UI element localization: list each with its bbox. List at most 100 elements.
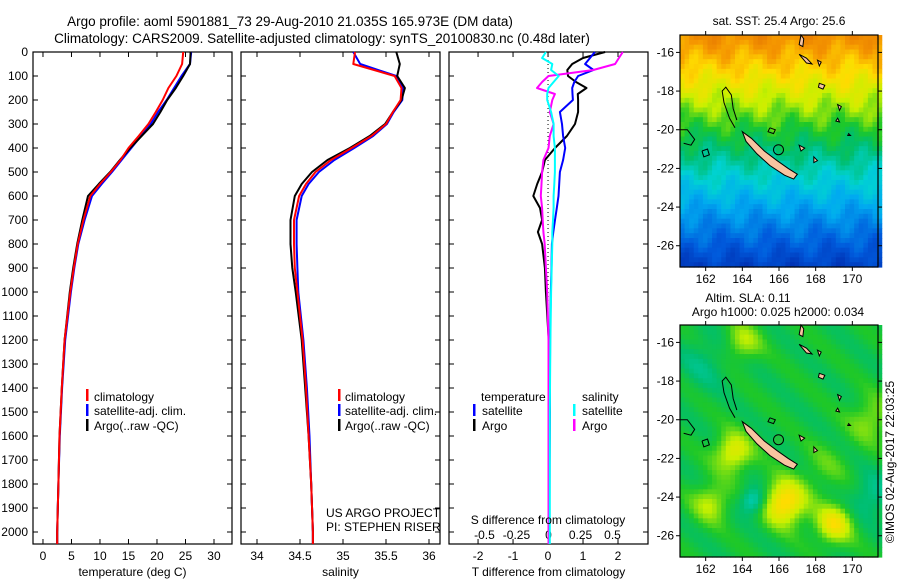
map-cell <box>835 175 842 181</box>
map-cell <box>854 436 860 442</box>
map-cell <box>767 528 773 534</box>
map-cell <box>799 242 805 249</box>
map-cell <box>785 126 791 133</box>
map-cell <box>730 474 736 481</box>
land-island <box>741 420 799 470</box>
map-cell <box>840 160 846 167</box>
map-cell <box>803 257 809 263</box>
map-cell <box>817 354 823 360</box>
map-cell <box>748 325 754 331</box>
map-cell <box>725 532 732 539</box>
map-cell <box>730 68 736 75</box>
map-cell <box>698 421 704 428</box>
map-cell <box>858 160 864 167</box>
map-cell <box>748 484 754 490</box>
map-cell <box>863 213 869 220</box>
map-cell <box>767 44 773 51</box>
map-cell <box>872 97 878 104</box>
map-cell <box>693 363 699 370</box>
map-cell <box>872 528 878 534</box>
map-cell <box>808 39 814 46</box>
map-cell <box>790 107 796 113</box>
map-cell <box>757 122 764 128</box>
map-cell <box>849 180 855 186</box>
map-cell <box>835 73 842 80</box>
map-cell <box>753 387 759 394</box>
map-cell <box>780 426 787 432</box>
map-cell <box>721 184 727 191</box>
map-cell <box>867 354 874 360</box>
map-cell <box>812 175 819 181</box>
map-cell <box>817 242 823 249</box>
map-cell <box>799 199 805 205</box>
map-cell <box>735 513 741 519</box>
map-cell <box>863 470 869 476</box>
map-cell <box>721 146 727 152</box>
map-cell <box>753 102 759 109</box>
map-cell <box>684 165 690 171</box>
map-cell <box>680 146 686 152</box>
map-cell <box>790 54 796 60</box>
map-cell <box>712 358 718 365</box>
land-island <box>798 343 814 355</box>
map-cell <box>776 257 782 263</box>
map-cell <box>785 426 791 432</box>
map-cell <box>680 494 686 500</box>
map-cell <box>812 122 819 128</box>
map-cell <box>767 184 773 191</box>
map-cell <box>744 83 750 89</box>
map-cell <box>730 460 736 466</box>
map-cell <box>698 155 704 162</box>
map-cell <box>762 39 768 46</box>
map-cell <box>753 426 759 432</box>
map-cell <box>831 68 837 75</box>
map-cell <box>776 223 782 229</box>
map-cell <box>790 209 796 215</box>
map-cell <box>872 363 878 370</box>
map-cell <box>725 165 732 171</box>
map-cell <box>735 78 741 84</box>
map-cell <box>730 436 736 442</box>
map-cell <box>757 180 764 186</box>
map-cell <box>730 141 736 147</box>
map-cell <box>849 503 855 510</box>
map-cell <box>780 117 787 123</box>
map-cell <box>707 83 713 89</box>
map-cell <box>735 499 741 505</box>
map-cell <box>707 59 713 65</box>
map-cell <box>712 503 718 510</box>
map-cell <box>739 547 745 553</box>
map-cell <box>762 247 768 254</box>
map-cell <box>831 349 837 355</box>
map-cell <box>702 238 709 244</box>
map-cell <box>771 146 777 152</box>
map-cell <box>858 354 864 360</box>
map-cell <box>712 339 718 345</box>
map-cell <box>730 73 736 80</box>
map-cell <box>822 325 828 331</box>
map-cell <box>835 122 842 128</box>
map-cell <box>854 378 860 384</box>
map-cell <box>863 552 869 558</box>
map-cell <box>785 35 791 41</box>
map-cell <box>721 175 727 181</box>
map-cell <box>693 131 699 138</box>
map-cell <box>712 68 718 75</box>
map-cell <box>744 392 750 399</box>
map-cell <box>725 523 732 529</box>
map-cell <box>858 189 864 196</box>
map-cell <box>680 484 686 490</box>
depth-tick-label: 900 <box>8 261 28 275</box>
map-cell <box>794 262 800 268</box>
map-cell <box>712 325 718 331</box>
map-cell <box>845 397 851 403</box>
map-cell <box>817 494 823 500</box>
map-cell <box>712 518 718 524</box>
map-cell <box>808 484 814 490</box>
map-cell <box>753 354 759 360</box>
map-cell <box>794 233 800 239</box>
map-cell <box>849 431 855 437</box>
map-cell <box>840 155 846 162</box>
map-cell <box>735 349 741 355</box>
map-cell <box>785 465 791 471</box>
